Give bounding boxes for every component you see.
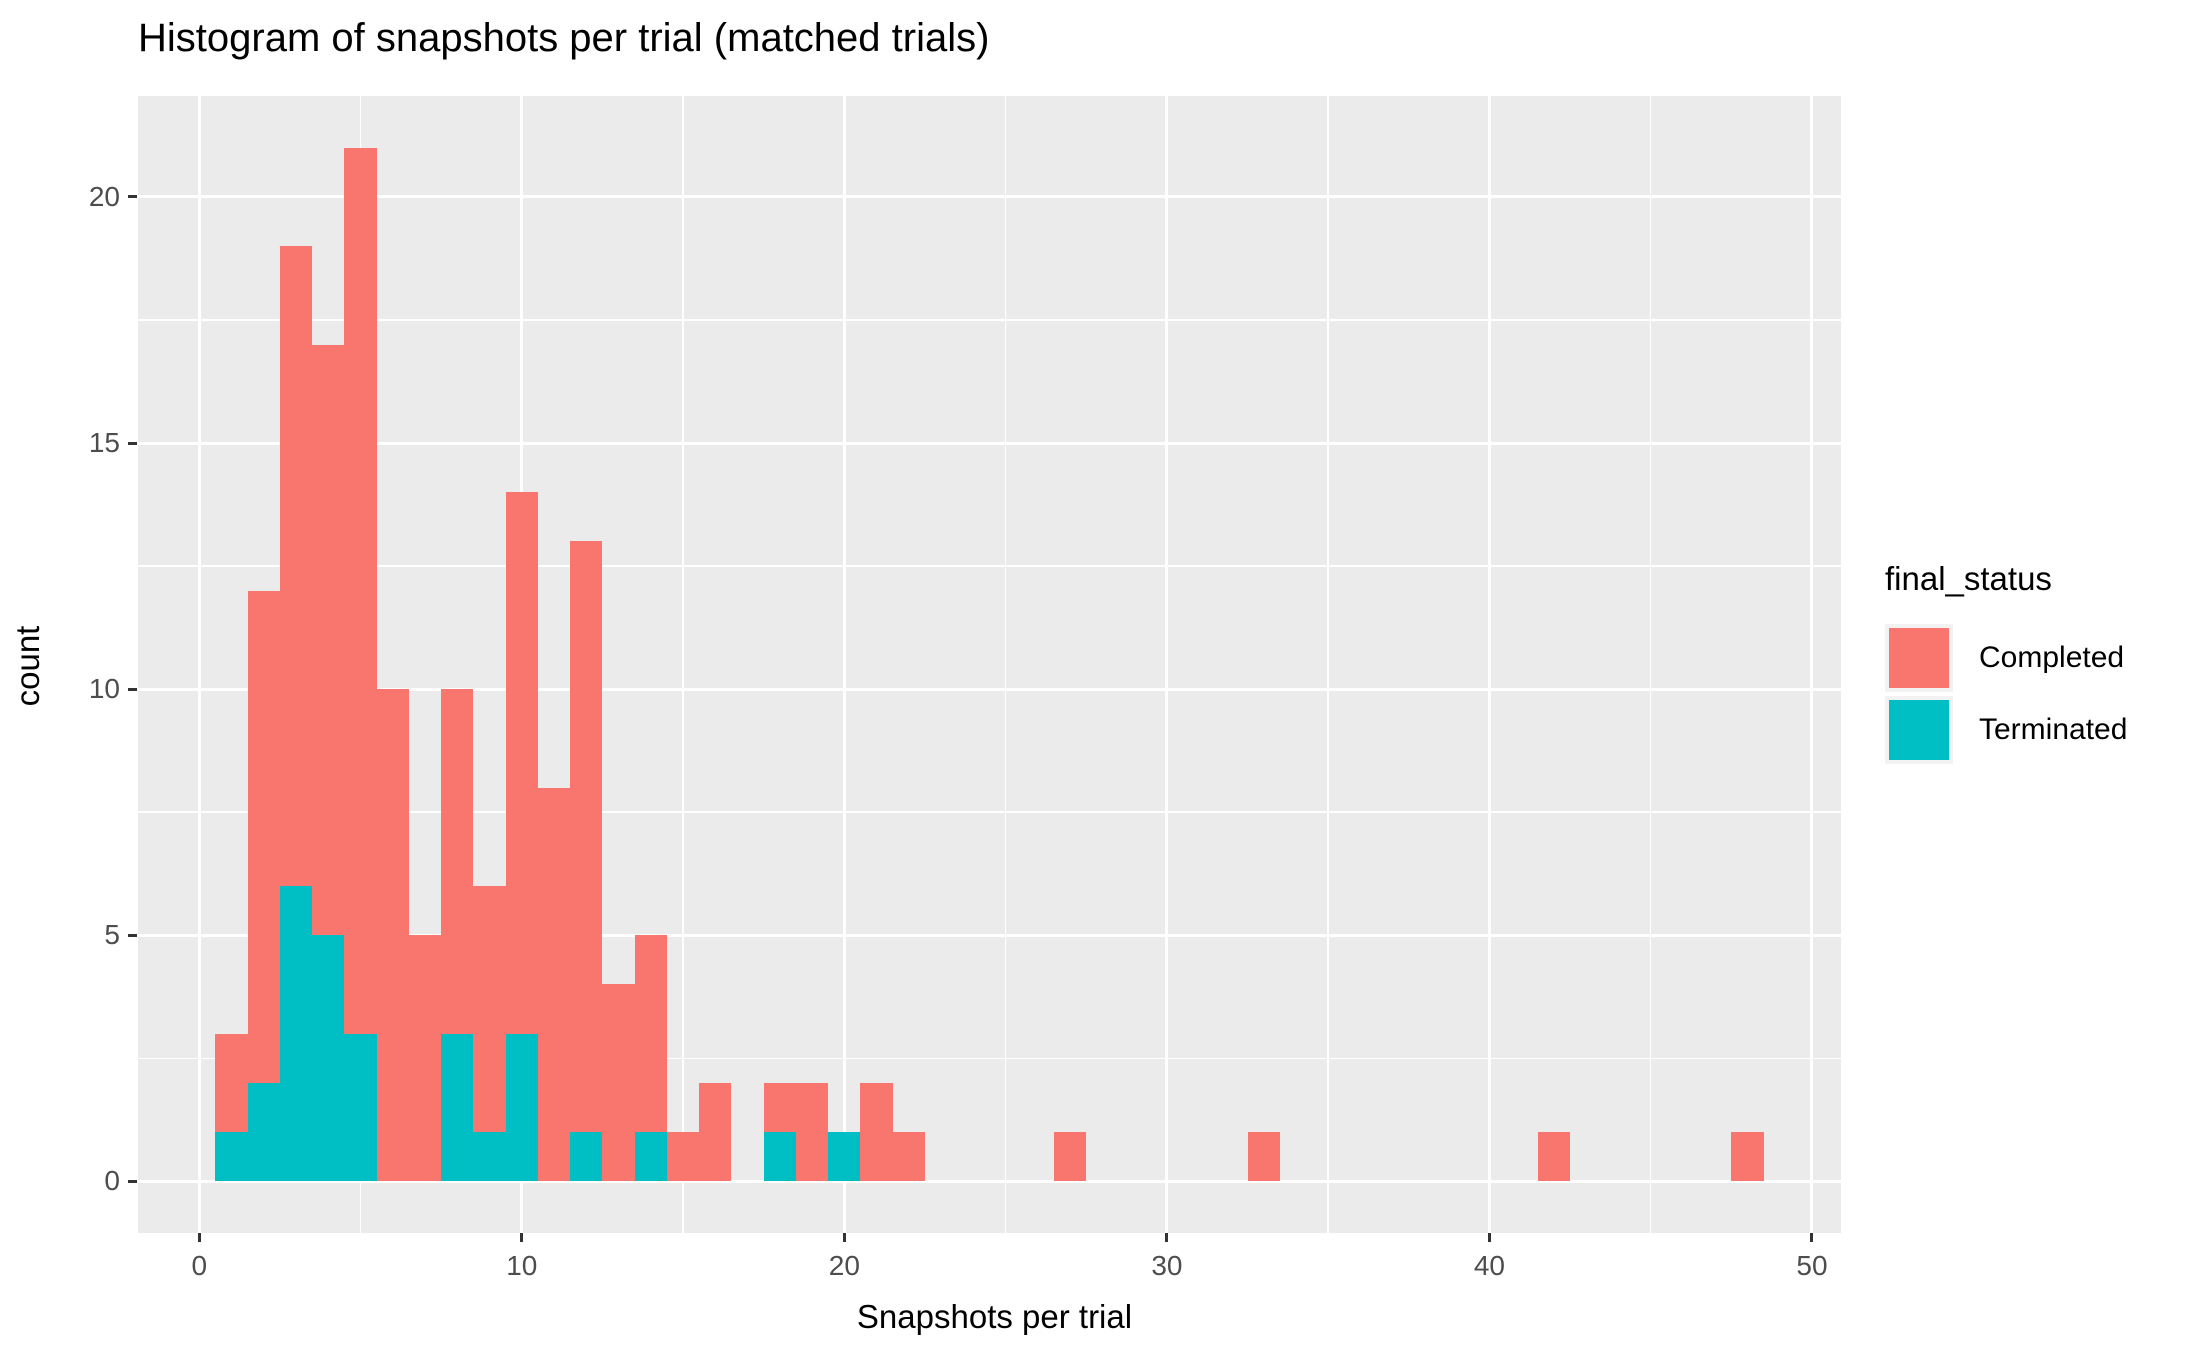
y-major-gridline (138, 195, 1841, 199)
y-tick-label: 15 (88, 427, 120, 458)
plot-panel (138, 96, 1841, 1233)
x-minor-gridline (682, 96, 684, 1233)
x-tick-label: 50 (1796, 1250, 1828, 1281)
bar-completed (1054, 1132, 1087, 1182)
bar-completed (860, 1082, 893, 1182)
bar-completed (344, 147, 377, 1034)
y-tick-mark (128, 687, 137, 691)
plot-title: Histogram of snapshots per trial (matche… (138, 16, 990, 60)
x-minor-gridline (1327, 96, 1329, 1233)
bar-completed (795, 1082, 829, 1182)
x-axis-title: Snapshots per trial (856, 1298, 1133, 1335)
y-major-gridline (138, 933, 1841, 937)
x-tick-mark (520, 1233, 524, 1242)
y-tick-mark (128, 195, 137, 199)
y-minor-gridline (138, 1057, 1841, 1060)
x-tick-label: 0 (191, 1250, 208, 1281)
x-minor-gridline (1004, 96, 1007, 1233)
bar-terminated (473, 1132, 506, 1182)
bar-completed (215, 1033, 248, 1133)
legend-key (1885, 624, 1953, 692)
y-major-gridline (138, 1179, 1841, 1183)
bar-terminated (763, 1132, 796, 1182)
y-tick-mark (128, 1179, 137, 1183)
bar-completed (441, 689, 474, 1034)
bar-terminated (279, 885, 313, 1182)
y-minor-gridline (138, 811, 1841, 813)
bar-completed (699, 1082, 732, 1182)
legend-label-completed: Completed (1979, 641, 2125, 674)
completed-swatch (1889, 628, 1949, 688)
y-tick-mark (128, 441, 137, 445)
x-tick-mark (1810, 1233, 1814, 1242)
x-tick-label: 30 (1151, 1250, 1183, 1281)
bar-completed (247, 590, 280, 1083)
x-major-gridline (1487, 96, 1491, 1233)
bar-completed (1537, 1132, 1571, 1182)
bar-completed (473, 885, 506, 1133)
bar-completed (666, 1132, 700, 1182)
bar-completed (634, 935, 667, 1133)
x-major-gridline (197, 96, 201, 1233)
bar-completed (602, 984, 635, 1182)
bar-completed (763, 1082, 796, 1133)
x-major-gridline (1810, 96, 1814, 1233)
bar-completed (537, 787, 571, 1182)
y-tick-mark (128, 933, 137, 937)
x-tick-mark (1165, 1233, 1169, 1242)
legend-item-terminated: Terminated (1885, 696, 2127, 764)
y-major-gridline (138, 687, 1841, 691)
bar-completed (1247, 1132, 1280, 1182)
bar-terminated (505, 1033, 538, 1182)
bar-completed (570, 541, 603, 1133)
x-major-gridline (842, 96, 846, 1233)
legend-item-completed: Completed (1885, 624, 2127, 692)
y-major-gridline (138, 441, 1841, 445)
bar-completed (892, 1132, 925, 1182)
x-major-gridline (1165, 96, 1169, 1233)
x-tick-label: 10 (506, 1250, 538, 1281)
y-tick-label: 0 (104, 1165, 120, 1197)
legend-title: final_status (1885, 560, 2052, 597)
legend: final_status Completed Terminated (1885, 560, 2127, 768)
legend-key (1885, 696, 1953, 764)
y-tick-label: 10 (88, 673, 120, 705)
y-tick-label: 5 (104, 919, 120, 951)
bar-completed (279, 246, 313, 886)
x-tick-mark (842, 1233, 846, 1242)
bar-completed (1731, 1132, 1764, 1182)
y-minor-gridline (138, 319, 1841, 321)
x-tick-mark (197, 1233, 201, 1242)
bar-completed (376, 689, 409, 1182)
bar-terminated (344, 1033, 377, 1182)
y-tick-label: 20 (88, 180, 120, 212)
x-tick-label: 20 (828, 1250, 860, 1281)
bar-completed (408, 935, 442, 1182)
bar-terminated (570, 1132, 603, 1182)
x-tick-label: 40 (1473, 1250, 1505, 1281)
x-minor-gridline (1649, 96, 1652, 1233)
y-minor-gridline (138, 565, 1841, 567)
bar-completed (505, 492, 538, 1034)
y-axis-title: count (9, 625, 46, 707)
x-tick-mark (1487, 1233, 1491, 1242)
bar-terminated (312, 935, 345, 1182)
bar-terminated (828, 1132, 861, 1182)
legend-label-terminated: Terminated (1979, 713, 2128, 746)
bar-terminated (247, 1082, 280, 1182)
bar-completed (312, 344, 345, 936)
bar-terminated (215, 1132, 248, 1182)
bar-terminated (441, 1033, 474, 1182)
terminated-swatch (1889, 700, 1949, 760)
bar-terminated (634, 1132, 667, 1182)
